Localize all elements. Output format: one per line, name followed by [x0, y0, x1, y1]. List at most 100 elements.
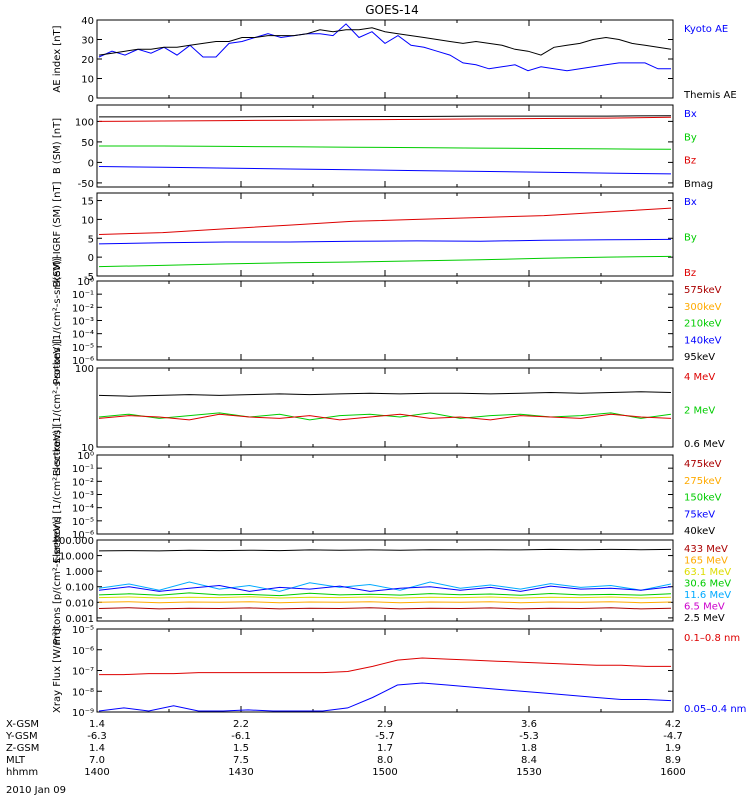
series-line [98, 23, 671, 72]
x-row-value: 1.5 [233, 743, 249, 754]
series-line [98, 255, 672, 268]
y-axis-label: Xray Flux [W/m²] [52, 628, 63, 713]
x-row-label: hhmm [6, 767, 38, 778]
panel-frame [96, 628, 674, 713]
panel-frame [96, 454, 674, 535]
series-line [98, 607, 672, 610]
panel-frame [96, 539, 674, 622]
y-tick-label: 10 [81, 215, 94, 226]
y-tick-label: 10⁻⁹ [72, 708, 94, 719]
y-tick-label: 10⁻⁵ [72, 517, 94, 528]
y-tick-label: 0 [88, 253, 94, 264]
y-tick-label: 10⁻⁶ [72, 530, 94, 541]
y-tick-label: 0.010 [65, 598, 94, 609]
legend-label: Bmag [684, 179, 713, 190]
legend-label: 0.6 MeV [684, 439, 725, 450]
panels: 0 10 20 30 40 AE index [nT] Kyoto AE Themis AE -… [52, 16, 746, 719]
series-line [98, 116, 672, 122]
series-line [98, 391, 672, 397]
y-axis-label: Protons [1/(cm²-s-sr-keV)] [52, 256, 63, 384]
y-tick-label: 10⁻⁶ [72, 646, 94, 657]
y-tick-label: 10⁻³ [72, 317, 94, 328]
y-tick-label: -5 [84, 272, 94, 283]
legend-label: 30.6 MeV [684, 579, 731, 590]
y-tick-label: 10⁰ [77, 277, 94, 288]
x-row-value: 2.2 [233, 719, 249, 730]
legend-label: 6.5 MeV [684, 602, 725, 613]
x-row-value: 1600 [660, 767, 685, 778]
y-tick-label: 20 [81, 55, 94, 66]
legend-label: 150keV [684, 493, 722, 504]
legend-label: 2.5 MeV [684, 613, 725, 624]
legend-label: 40keV [684, 526, 715, 537]
legend-label: 0.05–0.4 nm [684, 704, 746, 715]
legend-label: Kyoto AE [684, 24, 728, 35]
x-row-value: 1530 [516, 767, 541, 778]
legend-label: Bz [684, 156, 696, 167]
legend-label: Bx [684, 197, 697, 208]
y-tick-label: 10⁻⁴ [72, 504, 94, 515]
x-row-value: 2.9 [377, 719, 393, 730]
panel-8: 10⁻⁵ 10⁻⁶ 10⁻⁷ 10⁻⁸ 10⁻⁹ Xray Flux [W/m²] 0.1–… [52, 625, 746, 719]
x-row-value: 3.6 [521, 719, 537, 730]
y-tick-label: 100 [75, 364, 94, 375]
legend-label: 433 MeV [684, 544, 728, 555]
y-tick-label: 10⁻² [72, 477, 94, 488]
date-label: 2010 Jan 09 [6, 785, 66, 796]
y-tick-label: 0.100 [65, 583, 94, 594]
legend-label: 2 MeV [684, 406, 715, 417]
x-row-label: Y-GSM [5, 731, 38, 742]
series-line [98, 412, 672, 421]
x-row-value: 1500 [372, 767, 397, 778]
x-row-value: -6.3 [87, 731, 107, 742]
x-row-value: 8.0 [377, 755, 393, 766]
y-axis-label: B (SM) [nT] [52, 118, 63, 174]
y-tick-label: 10⁻³ [72, 491, 94, 502]
y-tick-label: 100.000 [53, 536, 94, 547]
panel-frame [96, 192, 674, 277]
y-tick-label: 30 [81, 36, 94, 47]
y-tick-label: 10⁻⁴ [72, 330, 94, 341]
y-tick-label: 5 [88, 234, 94, 245]
legend-label: 140keV [684, 335, 722, 346]
y-tick-label: 10⁻² [72, 303, 94, 314]
x-row-value: 1.4 [89, 719, 105, 730]
series-line [99, 115, 672, 118]
x-row-value: 1400 [84, 767, 109, 778]
panel-5: 100 10 Electrons [1/(cm²-s-sr-keV)] 4 MeV 2 … [52, 339, 725, 476]
legend-label: 475keV [684, 459, 722, 470]
panel-1: 0 10 20 30 40 AE index [nT] Kyoto AE Themis AE [52, 16, 737, 105]
series-line [98, 601, 672, 604]
y-tick-label: 15 [81, 197, 94, 208]
x-row-value: 1430 [228, 767, 253, 778]
legend-label: 0.1–0.8 nm [684, 633, 740, 644]
x-row-label: MLT [6, 755, 26, 766]
x-row-label: X-GSM [6, 719, 39, 730]
legend-label: 575keV [684, 285, 722, 296]
y-tick-label: 0.001 [65, 614, 94, 625]
y-tick-label: 10⁻⁷ [72, 667, 94, 678]
y-tick-label: 0 [88, 94, 94, 105]
legend-label: 95keV [684, 352, 715, 363]
y-tick-label: 1.000 [65, 567, 94, 578]
y-tick-label: 10⁻⁵ [72, 625, 94, 636]
y-axis-label: B(SM)-IGRF (SM) [nT] [52, 181, 63, 287]
series-line [98, 682, 672, 712]
y-axis-label: Electrons [1/(cm²-s-sr-keV)] [52, 339, 63, 476]
y-tick-label: 40 [81, 16, 94, 27]
series-line [98, 207, 672, 235]
x-row-value: 7.0 [89, 755, 105, 766]
x-row-value: 1.4 [89, 743, 105, 754]
series-line [98, 581, 672, 592]
y-tick-label: 10⁻⁸ [72, 687, 94, 698]
legend-label: By [684, 132, 697, 143]
series-line [98, 413, 672, 421]
series-line [98, 592, 672, 597]
y-axis-label: Protons [p/(cm²-s-sr-keV)] [52, 516, 63, 644]
series-line [98, 548, 672, 552]
x-row-value: -4.7 [663, 731, 683, 742]
series-line [98, 27, 672, 56]
legend-label: 165 MeV [684, 556, 728, 567]
